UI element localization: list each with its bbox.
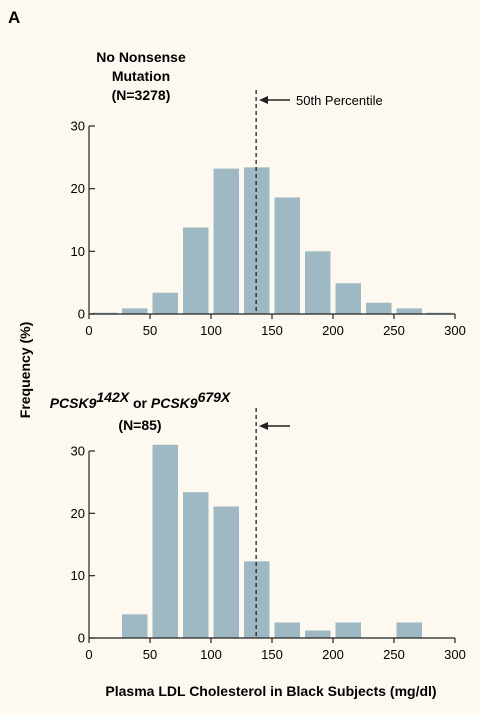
bottom-x-tick-label: 150 bbox=[261, 647, 283, 662]
top-bar bbox=[213, 168, 239, 314]
top-bar bbox=[122, 308, 148, 314]
bottom-bar bbox=[183, 492, 209, 638]
top-title-line-3: (N=3278) bbox=[112, 87, 171, 103]
top-y-tick-label: 30 bbox=[71, 119, 85, 134]
top-bar bbox=[396, 308, 422, 314]
bottom-bar bbox=[274, 622, 300, 638]
bottom-y-tick-label: 30 bbox=[71, 444, 85, 459]
bottom-bar bbox=[213, 506, 239, 638]
bottom-title-sup-1: 142X bbox=[96, 389, 130, 405]
bottom-x-tick-label: 300 bbox=[444, 647, 466, 662]
bottom-panel-title: PCSK9142X or PCSK9679X (N=85) bbox=[50, 389, 232, 433]
top-bar bbox=[91, 312, 117, 314]
top-bar bbox=[305, 251, 331, 314]
panel-letter: A bbox=[8, 8, 20, 27]
top-x-tick-label: 250 bbox=[383, 323, 405, 338]
percentile-annotation: 50th Percentile bbox=[259, 93, 383, 108]
y-axis-label: Frequency (%) bbox=[17, 322, 33, 418]
top-y-tick-label: 10 bbox=[71, 244, 85, 259]
bottom-x-tick-label: 100 bbox=[200, 647, 222, 662]
bottom-title-gene-2: PCSK9 bbox=[151, 395, 198, 411]
bottom-y-tick-label: 0 bbox=[78, 631, 85, 646]
bottom-title-or: or bbox=[129, 395, 151, 411]
top-title-line-1: No Nonsense bbox=[96, 49, 186, 65]
bottom-x-tick-label: 250 bbox=[383, 647, 405, 662]
bottom-x-tick-label: 50 bbox=[143, 647, 157, 662]
top-bar bbox=[335, 283, 361, 314]
top-bar bbox=[427, 312, 453, 314]
bottom-title-line-1: PCSK9142X or PCSK9679X bbox=[50, 389, 232, 411]
bottom-title-sup-2: 679X bbox=[198, 389, 232, 405]
top-title-line-2: Mutation bbox=[112, 68, 170, 84]
bottom-title-line-2: (N=85) bbox=[118, 417, 161, 433]
bottom-bar bbox=[396, 622, 422, 638]
bottom-median-arrow bbox=[259, 422, 290, 430]
top-x-tick-label: 50 bbox=[143, 323, 157, 338]
top-x-tick-label: 150 bbox=[261, 323, 283, 338]
bottom-x-tick-label: 200 bbox=[322, 647, 344, 662]
bottom-x-tick-label: 0 bbox=[85, 647, 92, 662]
top-x-tick-label: 300 bbox=[444, 323, 466, 338]
x-axis-label: Plasma LDL Cholesterol in Black Subjects… bbox=[105, 683, 436, 699]
top-y-tick-label: 0 bbox=[78, 307, 85, 322]
bottom-title-gene-1: PCSK9 bbox=[50, 395, 97, 411]
percentile-label: 50th Percentile bbox=[296, 93, 383, 108]
top-x-tick-label: 100 bbox=[200, 323, 222, 338]
bottom-bar bbox=[305, 630, 331, 638]
top-panel-title: No Nonsense Mutation (N=3278) bbox=[96, 49, 186, 103]
top-bar bbox=[366, 302, 392, 314]
bottom-bar bbox=[122, 614, 148, 638]
bottom-bar bbox=[335, 622, 361, 638]
bottom-y-tick-label: 20 bbox=[71, 506, 85, 521]
top-bar bbox=[183, 227, 209, 314]
top-y-tick-label: 20 bbox=[71, 181, 85, 196]
percentile-arrowhead bbox=[259, 96, 268, 104]
top-x-tick-label: 200 bbox=[322, 323, 344, 338]
top-bar bbox=[152, 292, 178, 314]
top-bar bbox=[274, 197, 300, 314]
bottom-arrowhead bbox=[259, 422, 268, 430]
top-x-tick-label: 0 bbox=[85, 323, 92, 338]
bottom-bar bbox=[152, 444, 178, 638]
bottom-y-tick-label: 10 bbox=[71, 568, 85, 583]
